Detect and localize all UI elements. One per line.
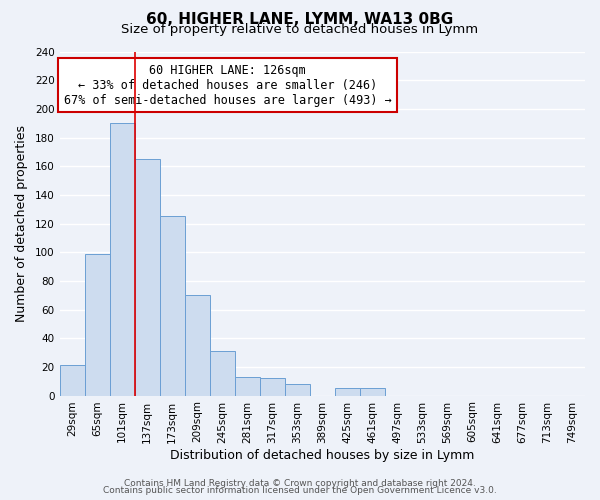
Bar: [285, 384, 310, 396]
Text: 60, HIGHER LANE, LYMM, WA13 0BG: 60, HIGHER LANE, LYMM, WA13 0BG: [146, 12, 454, 28]
Bar: [335, 388, 360, 396]
Text: 60 HIGHER LANE: 126sqm
← 33% of detached houses are smaller (246)
67% of semi-de: 60 HIGHER LANE: 126sqm ← 33% of detached…: [64, 64, 392, 106]
Text: Contains public sector information licensed under the Open Government Licence v3: Contains public sector information licen…: [103, 486, 497, 495]
Bar: [260, 378, 285, 396]
Bar: [360, 388, 385, 396]
Text: Size of property relative to detached houses in Lymm: Size of property relative to detached ho…: [121, 22, 479, 36]
Bar: [110, 123, 134, 396]
Bar: [235, 377, 260, 396]
Bar: [59, 366, 85, 396]
Bar: [85, 254, 110, 396]
Bar: [160, 216, 185, 396]
X-axis label: Distribution of detached houses by size in Lymm: Distribution of detached houses by size …: [170, 450, 475, 462]
Bar: [185, 295, 209, 396]
Bar: [209, 351, 235, 396]
Text: Contains HM Land Registry data © Crown copyright and database right 2024.: Contains HM Land Registry data © Crown c…: [124, 478, 476, 488]
Y-axis label: Number of detached properties: Number of detached properties: [15, 125, 28, 322]
Bar: [134, 159, 160, 396]
